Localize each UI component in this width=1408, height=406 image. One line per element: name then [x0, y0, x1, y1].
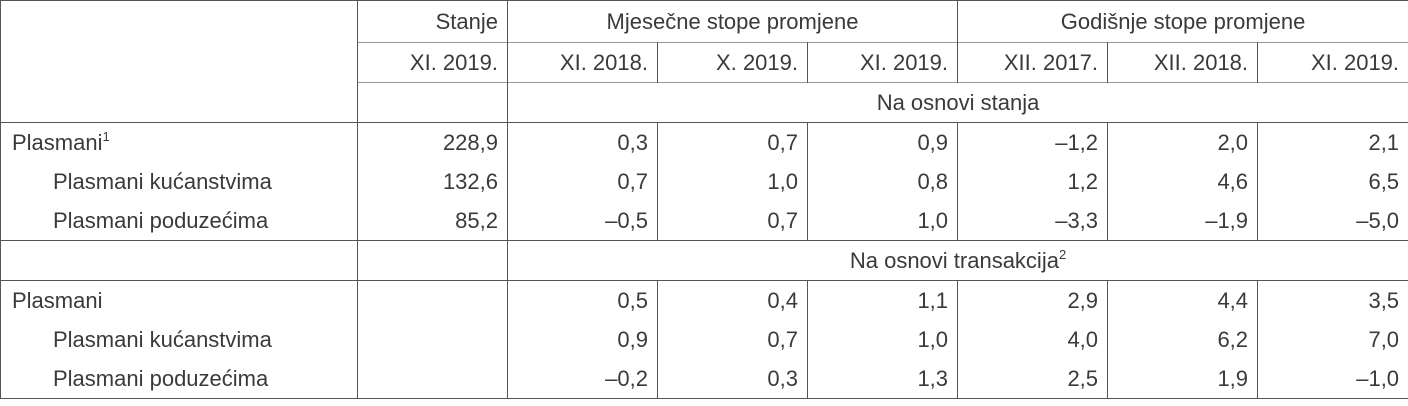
footnote-marker: 1: [102, 128, 110, 144]
value-cell: 0,3: [507, 122, 658, 162]
value-cell: –3,3: [957, 201, 1109, 241]
header-mjesecne: Mjesečne stope promjene: [506, 0, 959, 43]
table-row: Plasmani kućanstvima 132,6 0,7 1,0 0,8 1,2 4,6…: [0, 162, 1408, 201]
value-cell: 0,3: [657, 359, 808, 399]
value-cell: 1,0: [806, 320, 959, 359]
section-stanje-cell: [357, 82, 508, 123]
section-header-row: Na osnovi transakcija2: [0, 240, 1408, 281]
value-cell: 1,0: [806, 201, 959, 241]
value-cell: 4,6: [1107, 162, 1259, 201]
value-cell: 0,7: [657, 320, 808, 359]
value-cell: 0,8: [806, 162, 959, 201]
row-label: Plasmani: [0, 280, 358, 320]
header-row-periods: XI. 2019. XI. 2018. X. 2019. XI. 2019. X…: [1, 42, 1408, 83]
value-cell: 1,2: [957, 162, 1109, 201]
value-cell: [357, 359, 508, 399]
section-title: Na osnovi stanja: [506, 82, 1408, 123]
value-cell: 3,5: [1257, 280, 1408, 320]
header-stanje: Stanje: [357, 0, 508, 43]
header-period: XI. 2019.: [357, 42, 508, 83]
value-cell: 85,2: [357, 201, 508, 241]
value-cell: –1,9: [1107, 201, 1259, 241]
row-label-text: Plasmani kućanstvima: [53, 168, 272, 194]
header-period: XI. 2019.: [806, 42, 959, 83]
value-cell: –0,2: [507, 359, 658, 399]
value-cell: 1,9: [1107, 359, 1259, 399]
header-period: XI. 2018.: [507, 42, 658, 83]
value-cell: 0,7: [507, 162, 658, 201]
table-row: Plasmani poduzećima 85,2 –0,5 0,7 1,0 –3,3 –1,…: [0, 201, 1408, 241]
value-cell: 0,9: [806, 122, 959, 162]
row-label: Plasmani kućanstvima: [0, 320, 358, 359]
header-period: XII. 2018.: [1107, 42, 1259, 83]
row-label-text: Plasmani poduzećima: [53, 207, 269, 233]
header-period: XII. 2017.: [957, 42, 1109, 83]
table-row: Plasmani kućanstvima 0,9 0,7 1,0 4,0 6,2 7,0: [0, 320, 1408, 359]
row-label-text: Plasmani: [12, 129, 103, 155]
row-label: Plasmani poduzećima: [0, 201, 358, 241]
header-godisnje: Godišnje stope promjene: [957, 0, 1408, 43]
value-cell: 1,1: [806, 280, 959, 320]
value-cell: [357, 280, 508, 320]
section-title-text: Na osnovi transakcija: [849, 247, 1059, 273]
table-row: Plasmani 0,5 0,4 1,1 2,9 4,4 3,5: [0, 280, 1408, 320]
value-cell: 7,0: [1257, 320, 1408, 359]
value-cell: 6,5: [1257, 162, 1408, 201]
value-cell: 132,6: [357, 162, 508, 201]
value-cell: [357, 320, 508, 359]
value-cell: 0,7: [657, 201, 808, 241]
value-cell: 2,5: [957, 359, 1109, 399]
section-title: Na osnovi transakcija2: [506, 240, 1408, 281]
row-label-text: Plasmani kućanstvima: [53, 326, 272, 352]
value-cell: 0,7: [657, 122, 808, 162]
value-cell: 2,1: [1257, 122, 1408, 162]
value-cell: 2,9: [957, 280, 1109, 320]
value-cell: –1,0: [1257, 359, 1408, 399]
value-cell: 4,0: [957, 320, 1109, 359]
header-period: XI. 2019.: [1257, 42, 1408, 83]
footnote-marker: 2: [1058, 246, 1067, 262]
value-cell: 6,2: [1107, 320, 1259, 359]
section-stanje-cell: [357, 240, 508, 281]
value-cell: –0,5: [507, 201, 658, 241]
header-row-groups: Stanje Mjesečne stope promjene Godišnje …: [0, 0, 1408, 123]
value-cell: 0,9: [507, 320, 658, 359]
header-period: X. 2019.: [657, 42, 808, 83]
row-label: Plasmani1: [0, 122, 358, 162]
row-label: Plasmani kućanstvima: [0, 162, 358, 201]
value-cell: 4,4: [1107, 280, 1259, 320]
value-cell: 228,9: [357, 122, 508, 162]
value-cell: –5,0: [1257, 201, 1408, 241]
value-cell: 1,3: [806, 359, 959, 399]
row-label-text: Plasmani poduzećima: [53, 365, 269, 391]
value-cell: –1,2: [957, 122, 1109, 162]
section-title-text: Na osnovi stanja: [876, 89, 1040, 115]
section-label-cell: [0, 240, 358, 281]
table-row: Plasmani1 228,9 0,3 0,7 0,9 –1,2 2,0 2,1: [0, 122, 1408, 162]
value-cell: 0,5: [507, 280, 658, 320]
table-row: Plasmani poduzećima –0,2 0,3 1,3 2,5 1,9 –1,0: [0, 359, 1408, 399]
value-cell: 2,0: [1107, 122, 1259, 162]
row-label: Plasmani poduzećima: [0, 359, 358, 399]
row-label-text: Plasmani: [12, 287, 103, 313]
value-cell: 1,0: [657, 162, 808, 201]
header-corner: [0, 0, 358, 123]
value-cell: 0,4: [657, 280, 808, 320]
section-header-row: Na osnovi stanja: [1, 82, 1408, 123]
